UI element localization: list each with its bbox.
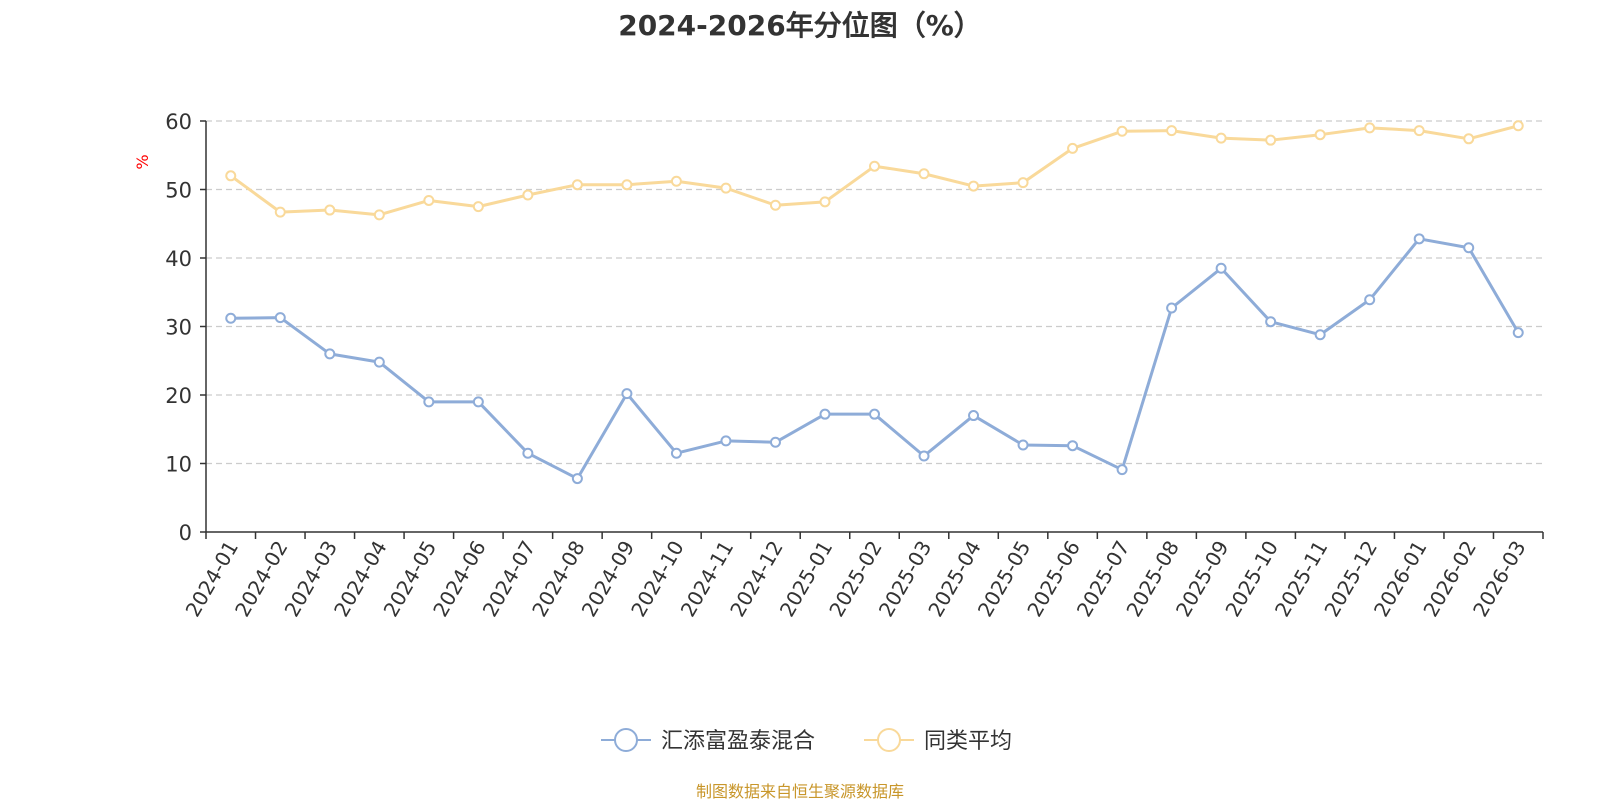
- data-point: [274, 312, 286, 324]
- data-point: [1265, 316, 1277, 328]
- grid-lines: [206, 120, 1543, 465]
- data-point: [522, 189, 534, 201]
- data-point: [1512, 327, 1524, 339]
- y-tick-label: 20: [165, 384, 192, 408]
- y-tick-label: 0: [179, 521, 192, 545]
- data-point: [423, 396, 435, 408]
- data-point: [968, 180, 980, 192]
- data-point: [1017, 177, 1029, 189]
- data-point: [472, 201, 484, 213]
- y-axis-label: %: [133, 154, 152, 169]
- y-tick-label: 50: [165, 179, 192, 203]
- data-point: [1017, 439, 1029, 451]
- data-point: [1215, 262, 1227, 274]
- data-point: [1364, 294, 1376, 306]
- data-point: [1116, 125, 1128, 137]
- data-point: [670, 447, 682, 459]
- data-point: [225, 312, 237, 324]
- data-point: [819, 408, 831, 420]
- data-point: [373, 356, 385, 368]
- series-lines: [225, 120, 1524, 485]
- data-point: [769, 199, 781, 211]
- data-point: [1067, 440, 1079, 452]
- y-tick-label: 10: [165, 453, 192, 477]
- data-point: [720, 435, 732, 447]
- legend: 汇添富盈泰混合 同类平均: [601, 728, 1012, 754]
- data-point: [720, 182, 732, 194]
- data-point: [918, 450, 930, 462]
- data-point: [1166, 125, 1178, 137]
- y-tick-label: 40: [165, 247, 192, 271]
- data-point: [1314, 329, 1326, 341]
- legend-marker-2: [877, 728, 901, 752]
- data-point: [1463, 242, 1475, 254]
- chart-title: 2024-2026年分位图（%）: [618, 9, 982, 42]
- data-point: [423, 194, 435, 206]
- data-point: [918, 168, 930, 180]
- data-point: [1265, 134, 1277, 146]
- data-point: [472, 396, 484, 408]
- data-point: [522, 447, 534, 459]
- data-point: [1413, 125, 1425, 137]
- data-point: [621, 388, 633, 400]
- data-point: [373, 209, 385, 221]
- data-point: [1512, 120, 1524, 132]
- data-point: [621, 179, 633, 191]
- data-point: [1215, 132, 1227, 144]
- data-point: [670, 175, 682, 187]
- legend-marker-1: [614, 728, 638, 752]
- legend-label-1: 汇添富盈泰混合: [661, 729, 815, 754]
- data-point: [1314, 129, 1326, 141]
- data-point: [869, 408, 880, 420]
- data-point: [819, 196, 831, 208]
- data-point: [571, 473, 583, 485]
- data-point: [1116, 464, 1128, 476]
- source-note: 制图数据来自恒生聚源数据库: [695, 782, 904, 801]
- data-point: [225, 170, 237, 182]
- data-point: [869, 160, 880, 172]
- data-point: [571, 179, 583, 191]
- data-point: [1413, 233, 1425, 245]
- series-line-1: [230, 237, 1520, 481]
- data-point: [324, 204, 336, 216]
- y-tick-label: 30: [165, 316, 192, 340]
- legend-label-2: 同类平均: [924, 729, 1012, 754]
- data-point: [769, 436, 781, 448]
- data-point: [1166, 302, 1178, 314]
- data-point: [1463, 133, 1475, 145]
- data-point: [324, 348, 336, 360]
- data-point: [274, 206, 286, 218]
- data-point: [1364, 122, 1376, 134]
- data-point: [968, 410, 980, 422]
- data-point: [1067, 142, 1079, 154]
- y-tick-label: 60: [165, 110, 192, 134]
- axes: 0102030405060%2024-012024-022024-032024-…: [133, 110, 1544, 621]
